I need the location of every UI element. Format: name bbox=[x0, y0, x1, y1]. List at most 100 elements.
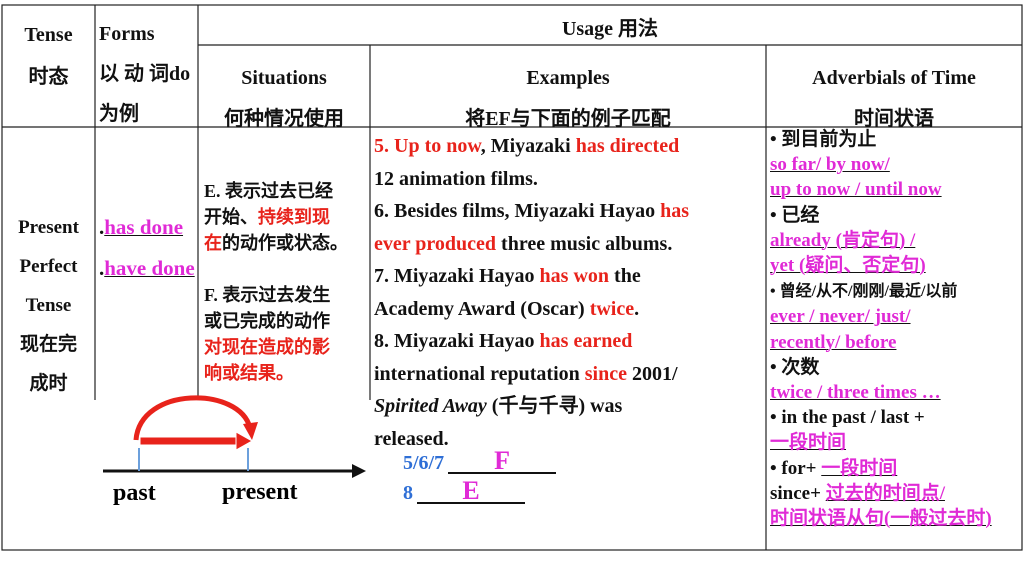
text-line: 或已完成的动作 bbox=[204, 308, 348, 334]
present-label: present bbox=[222, 479, 298, 505]
text-run: 在 bbox=[204, 233, 222, 253]
text-run: Spirited Away bbox=[374, 395, 487, 417]
text-run: ever produced bbox=[374, 232, 497, 255]
header-adverbials-cell: Adverbials of Time 时间状语 bbox=[766, 58, 1022, 140]
text-line: 为例 bbox=[99, 94, 190, 134]
text-run: 时态 bbox=[28, 66, 69, 88]
text-run: • 次数 bbox=[770, 356, 820, 378]
text-run: have done bbox=[104, 256, 195, 280]
text-run: 的动作或状态。 bbox=[222, 233, 348, 253]
text-run: so far/ by now/ bbox=[770, 154, 890, 176]
text-line: since+ 过去的时间点/ bbox=[770, 481, 992, 506]
paragraph: Adverbials of Time 时间状语 bbox=[766, 58, 1022, 140]
header-tense-cell: Tense 时态 bbox=[2, 14, 95, 98]
text-run: 成时 bbox=[29, 373, 68, 394]
text-line: 成时 bbox=[2, 364, 95, 403]
text-run: already (肯定句) / bbox=[770, 229, 916, 251]
text-run: Perfect bbox=[19, 256, 78, 277]
text-line: .have done bbox=[99, 248, 195, 289]
text-line: Tense bbox=[2, 14, 95, 56]
text-run: 7. Miyazaki Hayao bbox=[374, 265, 540, 287]
paragraph: 5. Up to now, Miyazaki has directed 12 an… bbox=[374, 130, 689, 195]
arc-arrowhead bbox=[243, 422, 258, 440]
text-line: 时间状语从句(一般过去时) bbox=[770, 506, 992, 531]
text-run: F bbox=[448, 448, 557, 474]
text-run: released. bbox=[374, 427, 449, 450]
body-forms-cell: .has done .have done bbox=[99, 207, 195, 289]
past-label: past bbox=[113, 480, 156, 506]
text-line: up to now / until now bbox=[770, 177, 992, 202]
text-line: • 曾经/从不/刚刚/最近/以前 bbox=[770, 278, 992, 304]
text-line: Academy Award (Oscar) twice. bbox=[374, 293, 689, 326]
text-run: international reputation bbox=[374, 362, 585, 385]
text-run: 6. Besides films, Miyazaki Hayao bbox=[374, 200, 661, 222]
header-forms-cell: Forms 以 动 词do 为例 bbox=[99, 14, 190, 134]
paragraph: Tense bbox=[2, 14, 95, 56]
text-line: 开始、持续到现 bbox=[204, 204, 348, 230]
text-run: Adverbials of Time bbox=[812, 67, 976, 89]
text-line: 现在完 bbox=[2, 325, 95, 364]
body-examples-cell: 5. Up to now, Miyazaki has directed 12 an… bbox=[374, 130, 689, 455]
text-run: F. 表示过去发生 bbox=[204, 285, 331, 305]
body-situations-cell: E. 表示过去已经 开始、持续到现 在的动作或状态。 F. 表示过去发生 或已完成的动作… bbox=[204, 178, 348, 386]
text-run: 或已完成的动作 bbox=[204, 311, 330, 331]
paragraph: 8. Miyazaki Hayao has earned internationa… bbox=[374, 325, 689, 455]
text-line: • 次数 bbox=[770, 355, 992, 380]
text-line: yet (疑问、否定句) bbox=[770, 253, 992, 278]
text-run: recently/ before bbox=[770, 331, 897, 353]
text-line: 对现在造成的影 bbox=[204, 334, 348, 360]
text-line: Forms bbox=[99, 14, 190, 54]
text-line: Usage 用法 bbox=[198, 14, 1022, 44]
text-line: E. 表示过去已经 bbox=[204, 178, 348, 204]
text-line: 时间状语 bbox=[766, 99, 1022, 140]
text-line: so far/ by now/ bbox=[770, 152, 992, 177]
text-run: 过去的时间点/ bbox=[825, 482, 945, 504]
text-line: 时态 bbox=[2, 56, 95, 98]
text-run: Tense bbox=[24, 24, 73, 46]
text-run: 5/6/7 bbox=[403, 452, 445, 474]
text-run: 以 动 词do bbox=[99, 63, 191, 85]
text-run: 8 bbox=[403, 482, 413, 504]
text-line: 8. Miyazaki Hayao has earned bbox=[374, 325, 689, 358]
text-line: 5. Up to now, Miyazaki has directed bbox=[374, 130, 689, 163]
text-line: 在的动作或状态。 bbox=[204, 230, 348, 256]
text-line: Perfect bbox=[2, 247, 95, 286]
text-run: 8. Miyazaki Hayao bbox=[374, 330, 540, 352]
timeline-diagram: past present bbox=[103, 395, 366, 506]
paragraph: F. 表示过去发生 或已完成的动作对现在造成的影响或结果。 bbox=[204, 282, 348, 386]
text-run: • 曾经/从不/刚刚/最近/以前 bbox=[770, 283, 958, 301]
text-line: Situations bbox=[198, 58, 370, 99]
text-line: 7. Miyazaki Hayao has won the bbox=[374, 260, 689, 293]
text-line: • for+ 一段时间 bbox=[770, 456, 992, 481]
text-run: Examples bbox=[526, 67, 610, 89]
text-run: • 到目前为止 bbox=[770, 129, 877, 150]
text-line: 将EF与下面的例子匹配 bbox=[370, 99, 766, 140]
text-run: ever / never/ just/ bbox=[770, 306, 911, 328]
text-line: F. 表示过去发生 bbox=[204, 282, 348, 308]
text-run: Up to now bbox=[394, 135, 481, 157]
text-run: 一段时间 bbox=[821, 457, 898, 479]
text-line: • in the past / last + bbox=[770, 405, 992, 430]
text-run: 响或结果。 bbox=[204, 363, 294, 383]
text-run: E bbox=[417, 478, 525, 504]
paragraph: Examples 将EF与下面的例子匹配 bbox=[370, 58, 766, 140]
text-run: yet (疑问、否定句) bbox=[770, 255, 926, 277]
text-run: Forms bbox=[99, 23, 155, 45]
text-line: 响或结果。 bbox=[204, 360, 348, 386]
text-line: • 到目前为止 bbox=[770, 127, 992, 152]
text-run: 持续到现 bbox=[258, 207, 330, 227]
text-run: 为例 bbox=[99, 103, 139, 125]
paragraph: 时态 bbox=[2, 56, 95, 98]
text-run: since+ bbox=[770, 482, 826, 504]
text-run: has earned bbox=[539, 330, 633, 352]
text-line: 以 动 词do bbox=[99, 54, 190, 94]
text-line: .has done bbox=[99, 207, 195, 248]
text-line: 5/6/7 F bbox=[403, 448, 557, 478]
paragraph: 6. Besides films, Miyazaki Hayao has ever… bbox=[374, 195, 689, 260]
header-usage-cell: Usage 用法 bbox=[198, 14, 1022, 44]
text-line: Examples bbox=[370, 58, 766, 99]
timeline-arrowhead bbox=[352, 464, 366, 478]
text-line: Adverbials of Time bbox=[766, 58, 1022, 99]
text-line: • 已经 bbox=[770, 203, 992, 228]
